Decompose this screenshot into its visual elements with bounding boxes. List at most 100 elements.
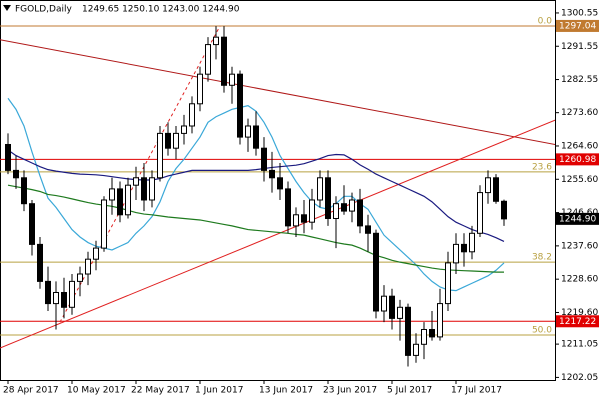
y-tick-label: 1264.60	[561, 141, 598, 151]
candle-body	[349, 199, 355, 212]
candle-body	[341, 203, 347, 212]
candle-body	[437, 303, 443, 338]
candle-body	[405, 306, 411, 356]
candle-body	[109, 188, 115, 201]
plot-frame	[0, 0, 556, 381]
candle-body	[269, 169, 275, 179]
y-tick-label: 1300.55	[561, 8, 598, 18]
candle-body	[157, 132, 163, 179]
candle-body	[173, 132, 179, 149]
moving-average	[7, 184, 504, 273]
axes: 1300.55 1291.55 1282.55 1273.60 1264.60 1255.…	[3, 8, 599, 396]
y-tick-label: 1211.05	[561, 340, 598, 350]
candle-body	[381, 295, 387, 312]
candle-body	[5, 143, 11, 171]
candle-body	[445, 262, 451, 305]
x-tick-label: 17 Jul 2017	[451, 386, 502, 396]
level-label: 1297.04	[559, 21, 596, 31]
candle-body	[453, 243, 459, 264]
header-icon	[3, 5, 11, 11]
fib-label: 50.0	[532, 326, 552, 336]
candle-body	[213, 36, 219, 46]
candle-body	[141, 177, 147, 201]
y-tick-label: 1282.55	[561, 75, 598, 85]
candle-body	[461, 243, 467, 253]
fib-label: 38.2	[532, 253, 552, 263]
fib-label: 0.0	[538, 16, 553, 26]
candle-body	[21, 177, 27, 205]
candle-body	[189, 103, 195, 127]
level-tag	[556, 315, 599, 328]
candle-body	[245, 125, 251, 138]
fib-label: 23.6	[532, 162, 552, 172]
y-tick-label: 1255.60	[561, 175, 598, 185]
candle-body	[477, 192, 483, 234]
candle-body	[285, 188, 291, 227]
candle-body	[253, 125, 259, 149]
candle-body	[37, 243, 43, 282]
candle-body	[53, 291, 59, 305]
x-tick-label: 28 Apr 2017	[3, 386, 59, 396]
candle-body	[237, 73, 243, 138]
chart-title: FGOLD,Daily	[15, 5, 72, 15]
plot-area: 0.0 23.6 38.2 50.0	[0, 16, 555, 367]
candle-body	[325, 177, 331, 219]
trend-line	[0, 119, 555, 349]
price-tag-label: 1244.90	[559, 214, 596, 224]
candle-body	[501, 200, 507, 220]
candle-body	[13, 169, 19, 179]
candle-body	[197, 73, 203, 105]
x-tick-label: 10 May 2017	[67, 386, 126, 396]
trend-line	[0, 39, 555, 145]
x-tick-label: 23 Jun 2017	[323, 386, 377, 396]
candle-body	[333, 203, 339, 219]
ohlc-info: 1249.65 1250.10 1243.00 1244.90	[82, 5, 240, 15]
candle-body	[421, 328, 427, 345]
candle-body	[365, 225, 371, 234]
candle-body	[165, 132, 171, 149]
candle-body	[221, 36, 227, 86]
candle-body	[373, 232, 379, 312]
level-label: 1217.22	[559, 317, 596, 327]
candle-body	[125, 184, 131, 216]
y-tick-label: 1273.60	[561, 108, 598, 118]
candle-body	[317, 177, 323, 201]
y-tick-label: 1291.55	[561, 42, 598, 52]
candle-body	[469, 232, 475, 253]
candle-body	[357, 199, 363, 227]
candle-body	[45, 280, 51, 305]
candle-body	[181, 125, 187, 134]
candle-body	[485, 177, 491, 194]
candle-body	[389, 295, 395, 319]
candle-body	[429, 328, 435, 338]
candle-body	[309, 199, 315, 223]
candle-body	[149, 177, 155, 201]
candle-body	[293, 214, 299, 227]
x-tick-label: 13 Jun 2017	[259, 386, 313, 396]
candle-body	[69, 280, 75, 308]
candle-body	[93, 247, 99, 260]
level-tag	[556, 19, 599, 32]
candle-body	[261, 147, 267, 171]
candle-body	[397, 306, 403, 319]
moving-average	[7, 149, 505, 242]
price-tag	[556, 212, 599, 225]
y-tick-label: 1237.60	[561, 241, 598, 251]
candle-body	[413, 343, 419, 356]
candle-body	[77, 273, 83, 282]
candle-body	[205, 44, 211, 75]
candle-body	[85, 258, 91, 275]
candle-body	[101, 199, 107, 249]
x-tick-label: 5 Jul 2017	[387, 386, 432, 396]
y-tick-label: 1202.05	[561, 373, 598, 383]
y-tick-label: 1228.60	[561, 275, 598, 285]
candle-body	[301, 214, 307, 223]
x-tick-label: 22 May 2017	[131, 386, 190, 396]
y-tick-label: 1219.60	[561, 308, 598, 318]
level-label: 1260.98	[559, 155, 596, 165]
candle-body	[117, 188, 123, 216]
candle-body	[61, 291, 67, 308]
candle-body	[133, 177, 139, 186]
